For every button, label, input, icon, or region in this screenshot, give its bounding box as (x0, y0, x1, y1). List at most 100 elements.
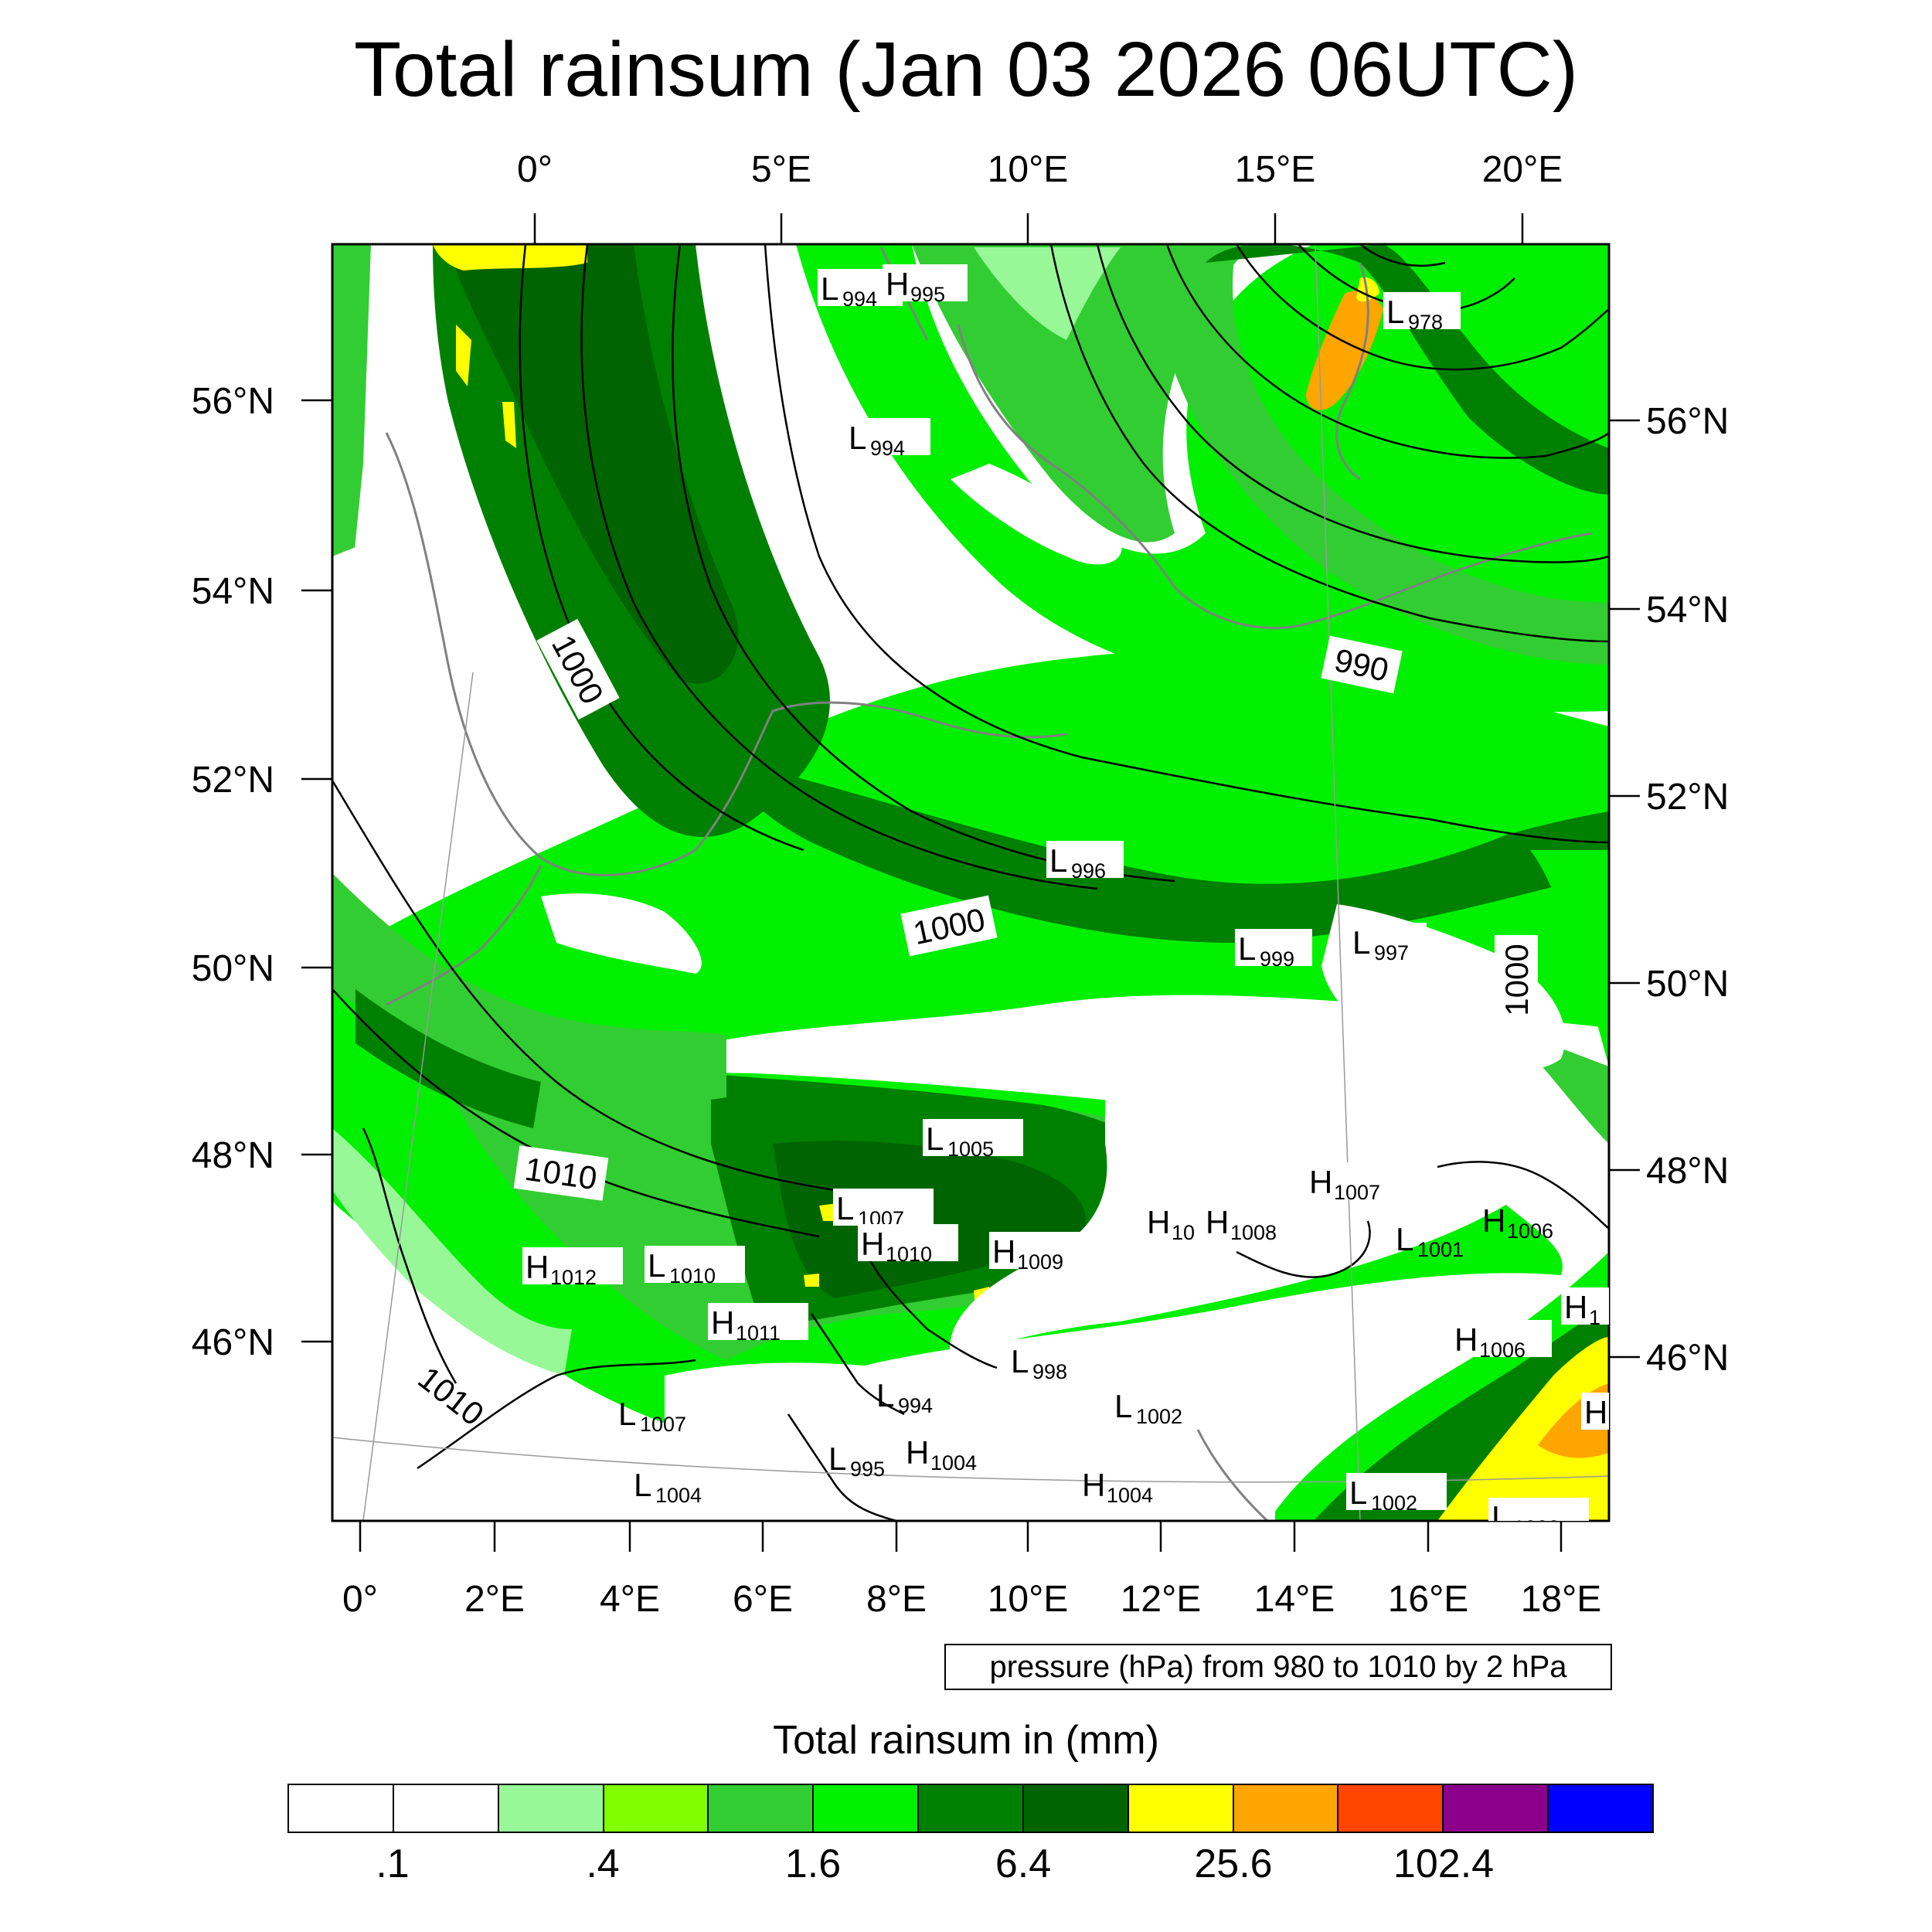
pressure-center-type: H (1482, 1202, 1505, 1239)
pressure-center-type: H (711, 1304, 734, 1341)
pressure-center-type: L (648, 1247, 665, 1284)
legend-color-box (1338, 1785, 1444, 1832)
top-lon-label: 0° (517, 149, 553, 190)
pressure-center-value: 1002 (1371, 1492, 1417, 1515)
pressure-center-type: L (1349, 1475, 1367, 1511)
right-latitude-labels: 56°N 54°N 52°N 50°N 48°N 46°N (1646, 401, 1729, 1379)
pressure-center-type: L (836, 1190, 854, 1226)
isobar-labels: 1000 990 1000 1000 1010 1010 (411, 618, 1538, 1433)
left-ticks (301, 399, 332, 1343)
pressure-center-labels: L 994 H 995 L 978 L 994 L 996 L 999 L 997 L 1005… (522, 264, 1609, 1539)
pressure-center-value: 1009 (1017, 1250, 1063, 1274)
pressure-center-type: L (876, 1377, 894, 1413)
right-lat-label: 54°N (1646, 590, 1729, 631)
right-lat-label: 52°N (1646, 777, 1729, 818)
top-ticks (533, 213, 1524, 244)
left-lat-label: 48°N (192, 1135, 274, 1176)
top-lon-label: 5°E (751, 149, 811, 190)
pressure-center-value: 1006 (1479, 1338, 1526, 1362)
pressure-center-value: 995 (910, 283, 945, 306)
top-lon-label: 20°E (1482, 149, 1563, 190)
legend-color-box (1444, 1785, 1549, 1832)
pressure-center-value: 998 (1032, 1360, 1067, 1383)
pressure-center-value: 1002 (1513, 1516, 1560, 1539)
left-lat-label: 56°N (192, 381, 274, 422)
pressure-center-value: 995 (850, 1458, 885, 1481)
legend-color-box (1128, 1785, 1234, 1832)
pressure-center-type: L (926, 1121, 944, 1157)
top-longitude-labels: 0° 5°E 10°E 15°E 20°E (517, 149, 1563, 190)
pressure-center-value: 1004 (930, 1451, 977, 1475)
legend-title: Total rainsum in (mm) (773, 1718, 1159, 1763)
top-lon-label: 10°E (988, 149, 1069, 190)
legend-label: 102.4 (1393, 1842, 1495, 1886)
left-lat-label: 54°N (192, 571, 274, 612)
left-lat-label: 46°N (192, 1322, 274, 1363)
legend-label: 1.6 (784, 1842, 842, 1886)
pressure-center-value: 996 (1071, 859, 1106, 883)
pressure-center-type: H (1564, 1289, 1587, 1325)
legend-color-box (1549, 1785, 1652, 1832)
pressure-center-type: L (618, 1396, 636, 1432)
pressure-center-type: H (1082, 1467, 1105, 1503)
pressure-center-value: 1010 (669, 1264, 716, 1287)
left-latitude-labels: 56°N 54°N 52°N 50°N 48°N 46°N (192, 381, 274, 1363)
bottom-lon-label: 10°E (988, 1579, 1069, 1620)
pressure-center-type: L (1049, 842, 1067, 879)
legend-color-box (289, 1785, 394, 1832)
pressure-center-type: H (1309, 1164, 1332, 1200)
pressure-center-value: 999 (1260, 947, 1294, 971)
coastlines (385, 247, 1593, 1521)
right-lat-label: 48°N (1646, 1151, 1729, 1192)
pressure-center-type: H (861, 1226, 884, 1262)
right-lat-label: 46°N (1646, 1338, 1729, 1379)
pressure-center-type: H (992, 1233, 1015, 1270)
legend-label: .4 (586, 1842, 620, 1886)
legend-colorbar (287, 1784, 1654, 1833)
pressure-center-value: 994 (870, 437, 905, 460)
plot-frame (331, 243, 1611, 1522)
legend-label: .1 (376, 1842, 410, 1886)
pressure-center-value: 1006 (1507, 1219, 1553, 1243)
pressure-center-type: L (1396, 1221, 1413, 1257)
isobars (332, 244, 1609, 1521)
legend-color-box (1023, 1785, 1129, 1832)
pressure-center-type: H (886, 266, 909, 302)
pressure-center-value: 997 (1374, 941, 1409, 964)
pressure-center-value: 994 (898, 1394, 933, 1417)
pressure-center-type: L (821, 270, 838, 307)
pressure-center-value: 1 (1589, 1306, 1600, 1329)
pressure-center-type: L (1238, 930, 1256, 967)
left-lat-label: 50°N (192, 948, 274, 989)
right-lat-label: 56°N (1646, 401, 1729, 442)
bottom-lon-label: 8°E (866, 1579, 927, 1620)
pressure-center-value: 1002 (1136, 1405, 1182, 1428)
pressure-center-type: H (1147, 1204, 1170, 1240)
bottom-lon-label: 6°E (733, 1579, 793, 1620)
pressure-center-type: H (1584, 1394, 1607, 1430)
legend-color-box (393, 1785, 499, 1832)
pressure-center-type: L (1386, 294, 1404, 330)
pressure-center-value: 1011 (736, 1321, 781, 1345)
pressure-center-value: 1012 (550, 1266, 597, 1289)
bottom-lon-label: 18°E (1521, 1579, 1602, 1620)
legend-label: 6.4 (995, 1842, 1052, 1886)
pressure-center-type: L (1492, 1499, 1509, 1536)
bottom-longitude-labels: 0° 2°E 4°E 6°E 8°E 10°E 12°E 14°E 16°E 1… (342, 1579, 1601, 1620)
legend-color-box (498, 1785, 604, 1832)
bottom-ticks (359, 1521, 1563, 1552)
legend-color-box (604, 1785, 709, 1832)
left-lat-label: 52°N (192, 760, 274, 801)
right-lat-label: 50°N (1646, 964, 1729, 1005)
pressure-center-value: 1008 (1230, 1221, 1277, 1244)
pressure-center-type: H (526, 1249, 549, 1285)
pressure-center-type: H (1206, 1204, 1229, 1240)
pressure-center-type: L (1352, 924, 1370, 961)
pressure-center-type: L (1114, 1388, 1132, 1424)
pressure-center-value: 994 (842, 287, 877, 311)
contour-info-box: pressure (hPa) from 980 to 1010 by 2 hPa (944, 1644, 1612, 1690)
legend-color-box (919, 1785, 1024, 1832)
pressure-center-type: H (906, 1434, 929, 1471)
pressure-center-value: 1007 (640, 1413, 686, 1436)
